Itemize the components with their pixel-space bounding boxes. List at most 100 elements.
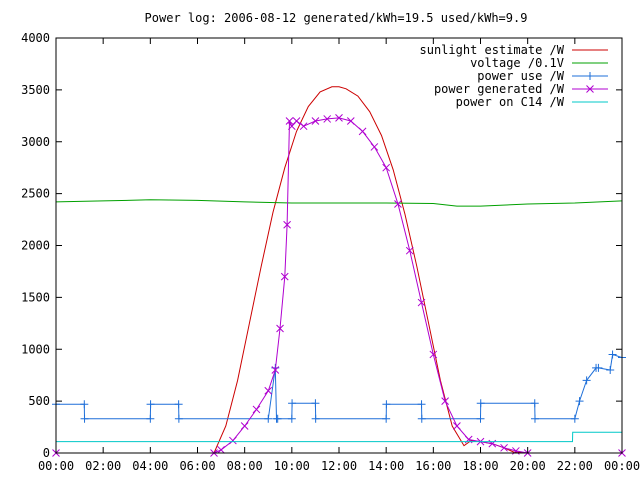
legend-label: sunlight estimate /W [420,43,565,57]
legend-entry: power use /W [477,69,608,83]
series-power-generated-w-point [229,436,237,445]
y-tick-label: 2500 [21,187,50,201]
y-tick-label: 500 [28,394,50,408]
x-tick-label: 14:00 [368,459,404,473]
sunlight-curve-layer [56,86,622,454]
y-tick-label: 1000 [21,342,50,356]
series-power-generated-w-point [217,446,225,454]
series-power-use-w-point [582,376,591,385]
x-tick-label: 16:00 [415,459,451,473]
series-power-generated-w-point [405,246,414,255]
series-power-generated-w-point [264,386,273,395]
series-power-generated-w-group [52,114,626,457]
series-power-generated-w-point [280,272,289,281]
legend-marker [586,72,594,80]
legend-entry: power generated /W [434,82,608,96]
series-power-use-w-point [608,350,617,359]
x-tick-label: 00:00 [38,459,74,473]
series-power-generated-w-point [240,422,249,430]
series-power-generated-w-point [394,200,402,208]
series-power-use-w-point [382,400,391,409]
series-power-use-w-point [570,414,579,423]
x-tick-label: 02:00 [85,459,121,473]
axes-layer: 0 500 1000 1500 2000 2500 3000 3500 4000 00:00 02:… [21,31,640,473]
series-power-generated-w-point [283,220,291,229]
series-layer [52,114,626,457]
series-power-generated-w-point [417,298,426,307]
x-tick-label: 08:00 [227,459,263,473]
chart-title: Power log: 2006-08-12 generated/kWh=19.5… [145,11,528,25]
y-tick-label: 3500 [21,83,50,97]
series-power-use-w-group [52,350,626,423]
y-tick-label: 0 [43,446,50,460]
series-power-use-w-point [311,414,320,423]
series-power-use-w-point [146,414,155,423]
series-power-generated-w-point [382,163,391,172]
legend-label: power on C14 /W [456,95,565,109]
series-voltage-0-1v-line [55,199,623,207]
x-tick-label: 12:00 [321,459,357,473]
x-tick-label: 18:00 [462,459,498,473]
series-power-use-w-point [417,414,426,423]
series-power-use-w-point [273,414,282,423]
series-power-use-w-line [56,353,623,420]
x-tick-label: 22:00 [557,459,593,473]
legend-label: voltage /0.1V [470,56,564,70]
series-power-generated-w-point [335,114,343,122]
series-power-generated-w-point [346,117,355,125]
y-tick-label: 4000 [21,31,50,45]
y-tick-label: 3000 [21,135,50,149]
series-sunlight-estimate-w-line [56,86,622,454]
series-power-use-w-point [288,399,297,408]
series-power-use-w-point [264,414,273,423]
series-power-on-c14-w-group [56,431,622,443]
series-power-use-w-point [530,414,539,423]
series-power-generated-w-point [276,324,284,333]
series-power-generated-w-point [292,117,301,125]
series-power-use-w-point [382,414,391,423]
x-tick-label: 00:00 [604,459,640,473]
x-tick-label: 04:00 [132,459,168,473]
series-power-generated-w-point [299,122,308,131]
series-power-use-w-point [530,399,539,408]
series-power-on-c14-w-line [56,431,622,443]
series-power-generated-w-point [370,143,379,151]
series-power-use-w-point [417,400,426,409]
series-power-generated-w-point [358,127,367,136]
series-power-use-w-point [476,414,485,423]
series-power-generated-w-point [323,115,332,123]
y-tick-label: 1500 [21,290,50,304]
legend-entry: power on C14 /W [456,95,608,109]
series-power-use-w-point [594,363,603,372]
x-tick-label: 20:00 [510,459,546,473]
x-tick-label: 06:00 [179,459,215,473]
series-power-generated-w-point [311,117,320,125]
legend-marker [586,85,594,93]
series-power-use-w-point [174,400,183,409]
legend-label: power use /W [477,69,564,83]
legend-entry: voltage /0.1V [470,56,608,70]
series-power-use-w-point [80,414,89,423]
series-power-use-w-point [311,399,320,408]
series-sunlight-estimate-w-group [56,86,622,454]
legend-label: power generated /W [434,82,565,96]
series-power-use-w-point [476,399,485,408]
series-power-generated-w-point [500,443,508,452]
series-power-generated-w-point [429,350,438,359]
series-power-use-w-point [80,400,89,409]
y-tick-label: 2000 [21,239,50,253]
series-power-use-w-point [575,397,584,406]
series-power-generated-w-point [441,397,449,405]
series-voltage-0-1v-group [55,199,623,207]
x-tick-label: 10:00 [274,459,310,473]
series-power-use-w-point [606,366,615,374]
series-power-use-w-point [146,400,155,409]
series-power-generated-w-point [252,405,261,414]
series-power-use-w-point [287,414,296,423]
series-power-generated-w-point [453,422,461,430]
series-power-use-w-point [174,414,183,423]
series-power-generated-w-point [285,117,294,125]
series-power-generated-w-point [271,366,280,374]
